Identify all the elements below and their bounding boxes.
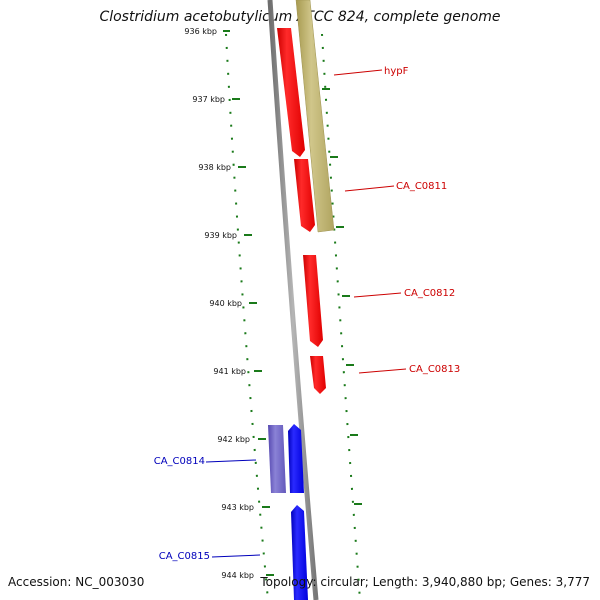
tick-label-941: 941 kbp xyxy=(213,367,246,376)
gene-CA_C0813[interactable] xyxy=(310,356,326,394)
gene-CA_C0815[interactable] xyxy=(291,505,308,600)
tick-label-936: 936 kbp xyxy=(184,27,217,36)
gene-label-CA_C0813: CA_C0813 xyxy=(409,364,460,375)
olive-feature[interactable] xyxy=(295,0,335,233)
right-dotted-track xyxy=(321,33,361,600)
gene-label-hypF: hypF xyxy=(384,66,409,77)
gene-label-CA_C0811: CA_C0811 xyxy=(396,181,447,192)
tick-labels: 936 kbp 937 kbp 938 kbp 939 kbp 940 kbp … xyxy=(184,27,254,580)
tick-label-940: 940 kbp xyxy=(209,299,242,308)
gene-labels: hypF CA_C0811 CA_C0812 CA_C0813 CA_C0814… xyxy=(154,66,461,562)
tick-label-943: 943 kbp xyxy=(221,503,254,512)
gene-CA_C0814[interactable] xyxy=(288,424,304,493)
gene-CA_C0812[interactable] xyxy=(303,255,323,347)
purple-feature[interactable] xyxy=(268,425,286,493)
genome-backbone xyxy=(267,0,319,600)
tick-label-937: 937 kbp xyxy=(192,95,225,104)
right-tick-marks xyxy=(322,88,362,505)
gene-label-CA_C0814: CA_C0814 xyxy=(154,456,205,467)
tick-label-938: 938 kbp xyxy=(198,163,231,172)
genome-summary: Topology: circular; Length: 3,940,880 bp… xyxy=(260,575,590,589)
label-connectors xyxy=(205,69,407,558)
tick-label-942: 942 kbp xyxy=(217,435,250,444)
tick-marks xyxy=(223,30,274,576)
accession-text: Accession: NC_003030 xyxy=(8,575,145,589)
tick-label-939: 939 kbp xyxy=(204,231,237,240)
left-dotted-track xyxy=(225,33,269,600)
gene-hypF[interactable] xyxy=(277,28,305,157)
gene-CA_C0811[interactable] xyxy=(294,159,315,232)
gene-label-CA_C0812: CA_C0812 xyxy=(404,288,455,299)
gene-label-CA_C0815: CA_C0815 xyxy=(159,551,210,562)
tick-label-944: 944 kbp xyxy=(221,571,254,580)
